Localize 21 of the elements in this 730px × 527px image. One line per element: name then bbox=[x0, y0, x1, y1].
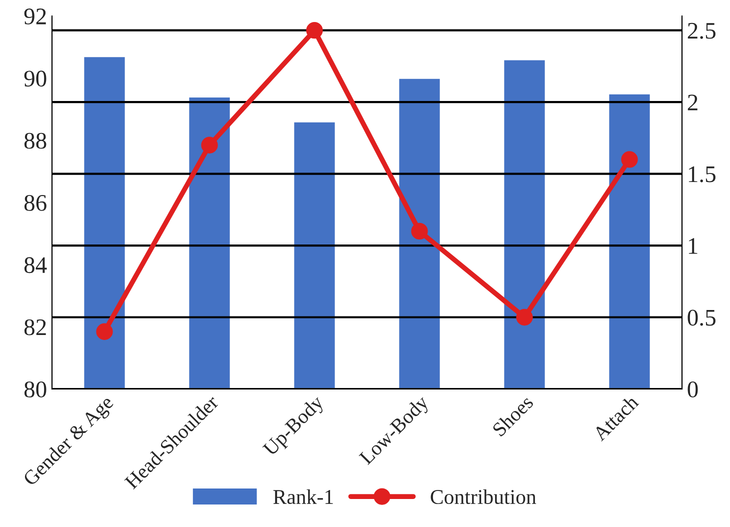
y2-tick-label: 1 bbox=[688, 238, 698, 254]
y-tick-label: 92 bbox=[24, 8, 46, 24]
y2-tick-label: 1.5 bbox=[688, 166, 716, 182]
y2-tick-label: 0.5 bbox=[688, 310, 716, 326]
legend-label: Rank-1 bbox=[273, 489, 333, 504]
legend-label: Contribution bbox=[430, 489, 536, 504]
point bbox=[306, 22, 323, 39]
y-tick-label: 86 bbox=[24, 194, 46, 211]
y-tick-label: 90 bbox=[24, 70, 46, 87]
point bbox=[201, 136, 218, 154]
y2-tick-label: 0 bbox=[688, 381, 698, 398]
y-tick-label: 84 bbox=[24, 257, 47, 274]
y2-tick-label: 2 bbox=[688, 94, 698, 110]
y-tick-label: 82 bbox=[24, 319, 46, 336]
point bbox=[621, 151, 638, 168]
point bbox=[411, 222, 428, 240]
point bbox=[96, 323, 113, 340]
y2-tick-label: 2.5 bbox=[688, 22, 716, 39]
point bbox=[516, 308, 533, 326]
y-tick-label: 88 bbox=[24, 132, 46, 149]
y-tick-label: 80 bbox=[24, 381, 46, 398]
